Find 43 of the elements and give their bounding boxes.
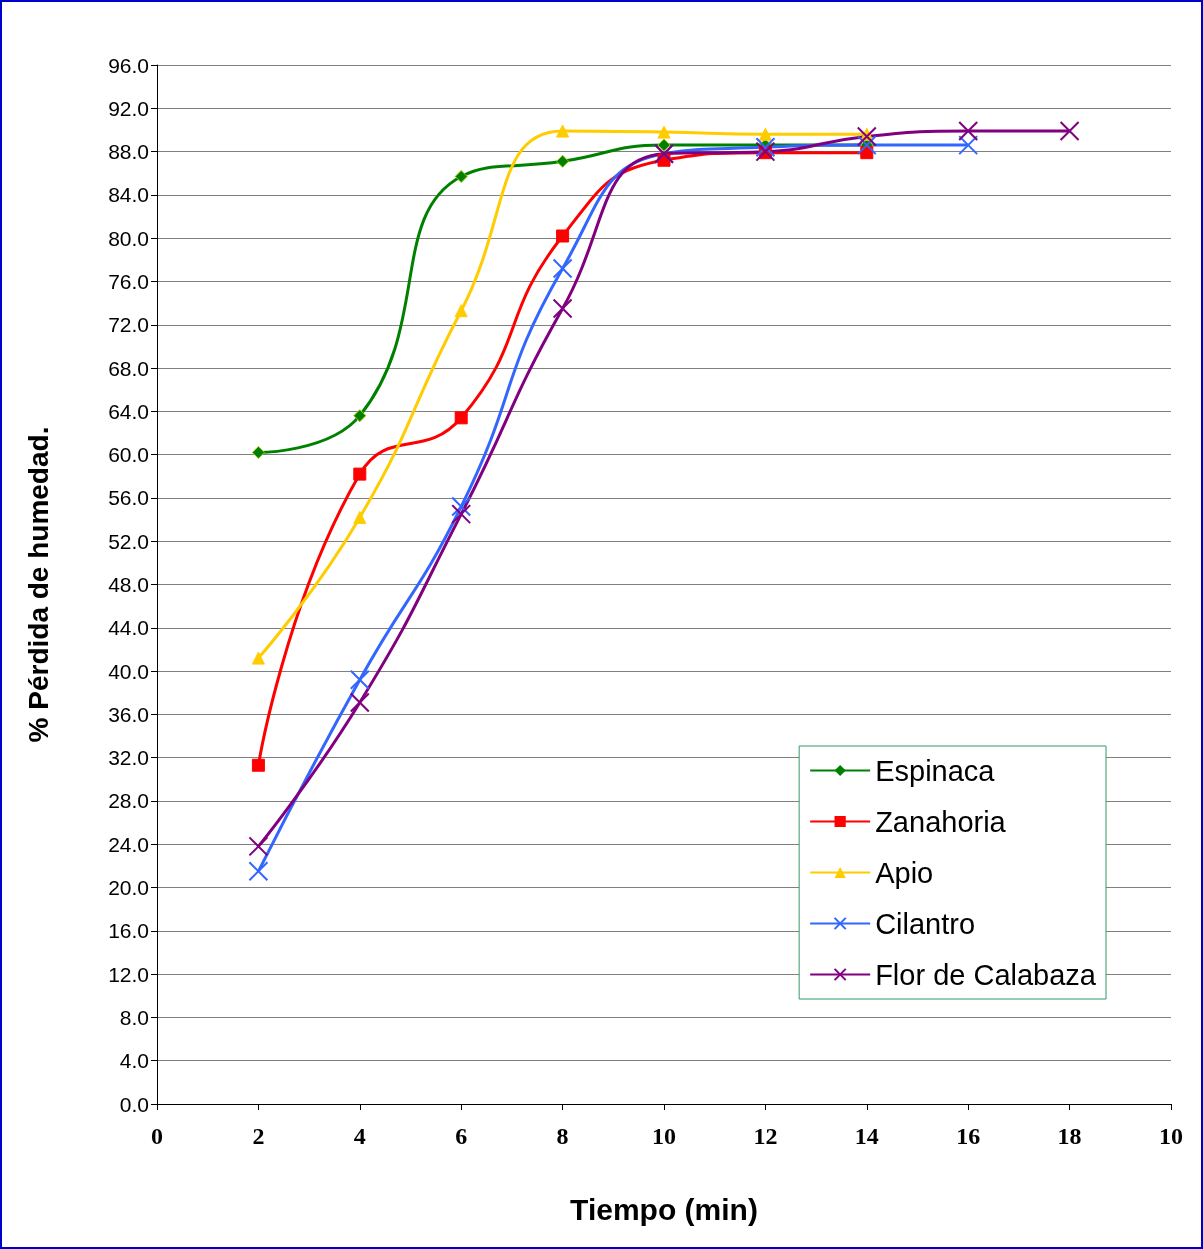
y-tick-label: 76.0 [108, 269, 149, 293]
y-axis-title: % Pérdida de humedad. [22, 426, 54, 743]
y-tick-label: 72.0 [108, 313, 149, 337]
x-tick-label: 16 [956, 1123, 981, 1149]
x-tick-label: 2 [252, 1123, 265, 1149]
legend-label: Cilantro [875, 907, 976, 940]
y-tick-label: 16.0 [108, 919, 149, 943]
legend-label: Espinaca [875, 754, 996, 787]
y-tick-label: 96.0 [108, 53, 149, 77]
legend-label: Flor de Calabaza [875, 958, 1097, 991]
x-tick-label: 10 [652, 1123, 676, 1149]
x-tick-label: 18 [1057, 1123, 1082, 1149]
x-tick-label: 10 [1159, 1123, 1183, 1149]
y-tick-label: 92.0 [108, 96, 149, 120]
y-tick-label: 56.0 [108, 486, 149, 510]
y-tick-label: 68.0 [108, 356, 149, 380]
x-tick-label: 0 [151, 1123, 163, 1149]
legend-label: Apio [875, 856, 934, 889]
y-tick-label: 80.0 [108, 226, 149, 250]
y-tick-label: 64.0 [108, 399, 149, 423]
y-tick-label: 20.0 [108, 876, 149, 900]
x-axis-title: Tiempo (min) [570, 1192, 758, 1226]
y-tick-label: 8.0 [119, 1005, 149, 1029]
y-tick-label: 60.0 [108, 443, 149, 467]
y-tick-label: 40.0 [108, 659, 149, 683]
y-tick-label: 84.0 [108, 183, 149, 207]
x-tick-label: 8 [556, 1123, 569, 1149]
y-tick-label: 0.0 [119, 1092, 149, 1116]
y-tick-label: 28.0 [108, 789, 149, 813]
x-tick-label: 6 [455, 1123, 468, 1149]
y-tick-label: 4.0 [119, 1049, 149, 1073]
y-tick-label: 52.0 [108, 529, 149, 553]
x-tick-label: 4 [353, 1123, 366, 1149]
y-tick-label: 24.0 [108, 832, 149, 856]
y-tick-label: 44.0 [108, 616, 149, 640]
legend-label: Zanahoria [875, 805, 1007, 838]
y-tick-label: 32.0 [108, 746, 149, 770]
y-tick-label: 88.0 [108, 140, 149, 164]
y-tick-label: 48.0 [108, 573, 149, 596]
x-tick-label: 14 [854, 1123, 879, 1149]
y-tick-label: 36.0 [108, 702, 149, 726]
x-tick-label: 12 [753, 1123, 778, 1149]
y-tick-label: 12.0 [108, 962, 149, 986]
